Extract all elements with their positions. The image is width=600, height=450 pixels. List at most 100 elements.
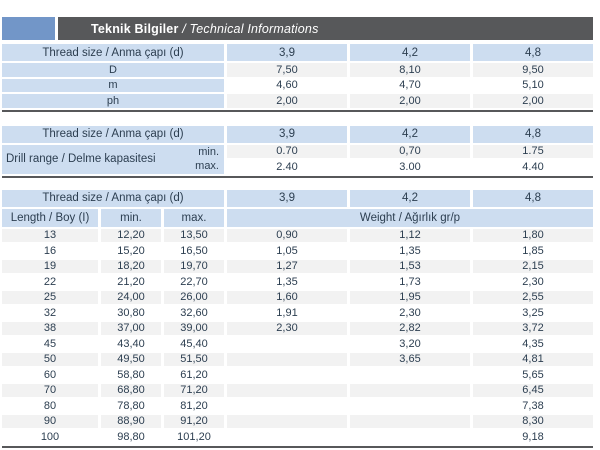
weight-cell: 2,55 <box>473 290 593 304</box>
length-cell: 16 <box>2 244 98 258</box>
weight-cell: 1,60 <box>227 290 347 304</box>
weight-cell: 3,72 <box>473 321 593 335</box>
max-cell: 91,20 <box>164 414 224 428</box>
min-cell: 78,80 <box>101 399 161 413</box>
table-cell: 7,50 <box>227 63 347 77</box>
length-cell: 22 <box>2 275 98 289</box>
dimensions-table: Thread size / Anma çapı (d) 3,9 4,2 4,8 … <box>2 44 593 108</box>
table-cell: 9,50 <box>473 63 593 77</box>
min-max-labels: min. max. <box>195 145 219 173</box>
table-cell: 2,00 <box>473 94 593 108</box>
weight-cell: 1,53 <box>350 259 470 273</box>
weight-cell <box>350 430 470 444</box>
column-header: 4,8 <box>473 44 593 61</box>
weight-cell: 7,38 <box>473 399 593 413</box>
column-header: 4,2 <box>350 44 470 61</box>
length-weight-table: Thread size / Anma çapı (d) 3,9 4,2 4,8 … <box>2 189 593 227</box>
table-divider <box>2 445 593 448</box>
length-cell: 32 <box>2 306 98 320</box>
weight-cell: 2,82 <box>350 321 470 335</box>
table-cell: 2.40 <box>227 160 347 174</box>
min-cell: 24,00 <box>101 290 161 304</box>
weight-cell: 8,30 <box>473 414 593 428</box>
table-cell: 1.75 <box>473 144 593 158</box>
length-cell: 45 <box>2 337 98 351</box>
table-cell: 4,60 <box>227 78 347 92</box>
weight-cell <box>227 352 347 366</box>
table-cell: 0,70 <box>350 144 470 158</box>
table-cell: 4,70 <box>350 78 470 92</box>
min-cell: 43,40 <box>101 337 161 351</box>
table-cell: 3.00 <box>350 160 470 174</box>
min-label: min. <box>198 146 219 158</box>
weight-cell: 4,81 <box>473 352 593 366</box>
weight-cell <box>350 414 470 428</box>
length-cell: 100 <box>2 430 98 444</box>
weight-cell <box>350 399 470 413</box>
thread-size-header: Thread size / Anma çapı (d) <box>2 125 224 143</box>
weight-cell <box>227 368 347 382</box>
max-cell: 101,20 <box>164 430 224 444</box>
length-cell: 25 <box>2 290 98 304</box>
weight-cell <box>350 368 470 382</box>
column-header: 3,9 <box>227 125 347 143</box>
min-cell: 58,80 <box>101 368 161 382</box>
weight-cell: 1,35 <box>350 244 470 258</box>
min-cell: 18,20 <box>101 259 161 273</box>
weight-cell: 1,12 <box>350 228 470 242</box>
min-cell: 21,20 <box>101 275 161 289</box>
min-cell: 12,20 <box>101 228 161 242</box>
title-bar: Teknik Bilgiler / Technical Informations <box>2 17 593 40</box>
drill-range-table: Thread size / Anma çapı (d) 3,9 4,2 4,8 … <box>2 125 593 174</box>
weight-cell <box>227 337 347 351</box>
length-cell: 90 <box>2 414 98 428</box>
table-cell: 0.70 <box>227 144 347 158</box>
weight-cell: 2,15 <box>473 259 593 273</box>
weight-cell: 9,18 <box>473 430 593 444</box>
weight-cell: 0,90 <box>227 228 347 242</box>
min-cell: 15,20 <box>101 244 161 258</box>
row-label-D: D <box>2 63 224 77</box>
weight-cell <box>350 383 470 397</box>
thread-size-header: Thread size / Anma çapı (d) <box>2 189 224 207</box>
max-cell: 32,60 <box>164 306 224 320</box>
length-weight-rows: 13 12,20 13,50 0,90 1,12 1,80 16 15,20 1… <box>2 228 593 444</box>
max-cell: 61,20 <box>164 368 224 382</box>
weight-cell <box>227 430 347 444</box>
table-cell: 5,10 <box>473 78 593 92</box>
max-header: max. <box>164 208 224 227</box>
length-cell: 60 <box>2 368 98 382</box>
title-english: / Technical Informations <box>178 21 319 36</box>
weight-cell: 2,30 <box>227 321 347 335</box>
weight-header: Weight / Ağırlık gr/p <box>227 208 593 227</box>
weight-cell: 5,65 <box>473 368 593 382</box>
title-turkish: Teknik Bilgiler <box>91 21 179 36</box>
column-header: 4,8 <box>473 125 593 143</box>
spacer <box>2 178 593 190</box>
weight-cell: 6,45 <box>473 383 593 397</box>
min-cell: 49,50 <box>101 352 161 366</box>
min-header: min. <box>101 208 161 227</box>
weight-cell: 4,35 <box>473 337 593 351</box>
table-cell: 8,10 <box>350 63 470 77</box>
table-cell: 2,00 <box>350 94 470 108</box>
table-cell: 2,00 <box>227 94 347 108</box>
max-cell: 26,00 <box>164 290 224 304</box>
length-cell: 70 <box>2 383 98 397</box>
weight-cell: 2,30 <box>473 275 593 289</box>
drill-range-label-cell: Drill range / Delme kapasitesi min. max. <box>2 144 224 174</box>
length-cell: 80 <box>2 399 98 413</box>
min-cell: 68,80 <box>101 383 161 397</box>
weight-cell <box>227 399 347 413</box>
max-cell: 39,00 <box>164 321 224 335</box>
min-cell: 30,80 <box>101 306 161 320</box>
weight-cell: 1,73 <box>350 275 470 289</box>
weight-cell <box>227 414 347 428</box>
table-cell: 4.40 <box>473 160 593 174</box>
length-header: Length / Boy (I) <box>2 208 98 227</box>
table-divider <box>2 175 593 178</box>
spacer <box>2 112 593 126</box>
drill-range-label: Drill range / Delme kapasitesi <box>6 153 156 165</box>
accent-square <box>2 17 55 40</box>
